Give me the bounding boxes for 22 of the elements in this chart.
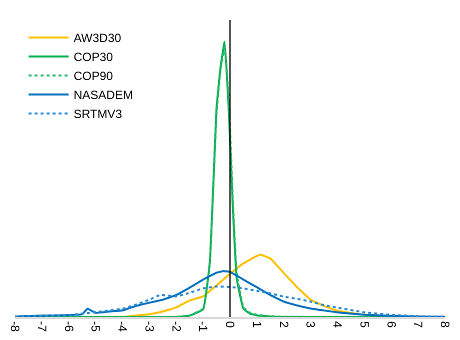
x-tick-label: 4 (330, 321, 345, 328)
x-tick-label: 7 (411, 321, 426, 328)
x-tick-label: 0 (223, 321, 238, 328)
x-tick-label: -3 (142, 321, 156, 332)
legend-label: SRTMV3 (74, 107, 122, 122)
x-tick-label: -1 (196, 321, 210, 332)
legend-label: NASADEM (74, 88, 133, 102)
x-tick-label: 8 (438, 321, 452, 328)
x-tick-label: 5 (357, 321, 372, 328)
x-tick-label: 3 (304, 321, 318, 328)
legend-label: COP30 (74, 50, 114, 64)
x-tick-label: -4 (116, 321, 130, 332)
x-tick-label: 6 (384, 321, 398, 328)
x-tick-label: 2 (276, 321, 291, 328)
x-tick-label: -2 (169, 321, 184, 332)
x-tick-label: -6 (62, 321, 76, 332)
x-tick-label: -8 (8, 321, 22, 332)
legend-label: AW3D30 (74, 31, 122, 46)
x-tick-label: -5 (88, 321, 103, 332)
x-tick-label: 1 (250, 321, 264, 328)
x-tick-label: -7 (34, 321, 49, 332)
legend-label: COP90 (74, 69, 114, 84)
